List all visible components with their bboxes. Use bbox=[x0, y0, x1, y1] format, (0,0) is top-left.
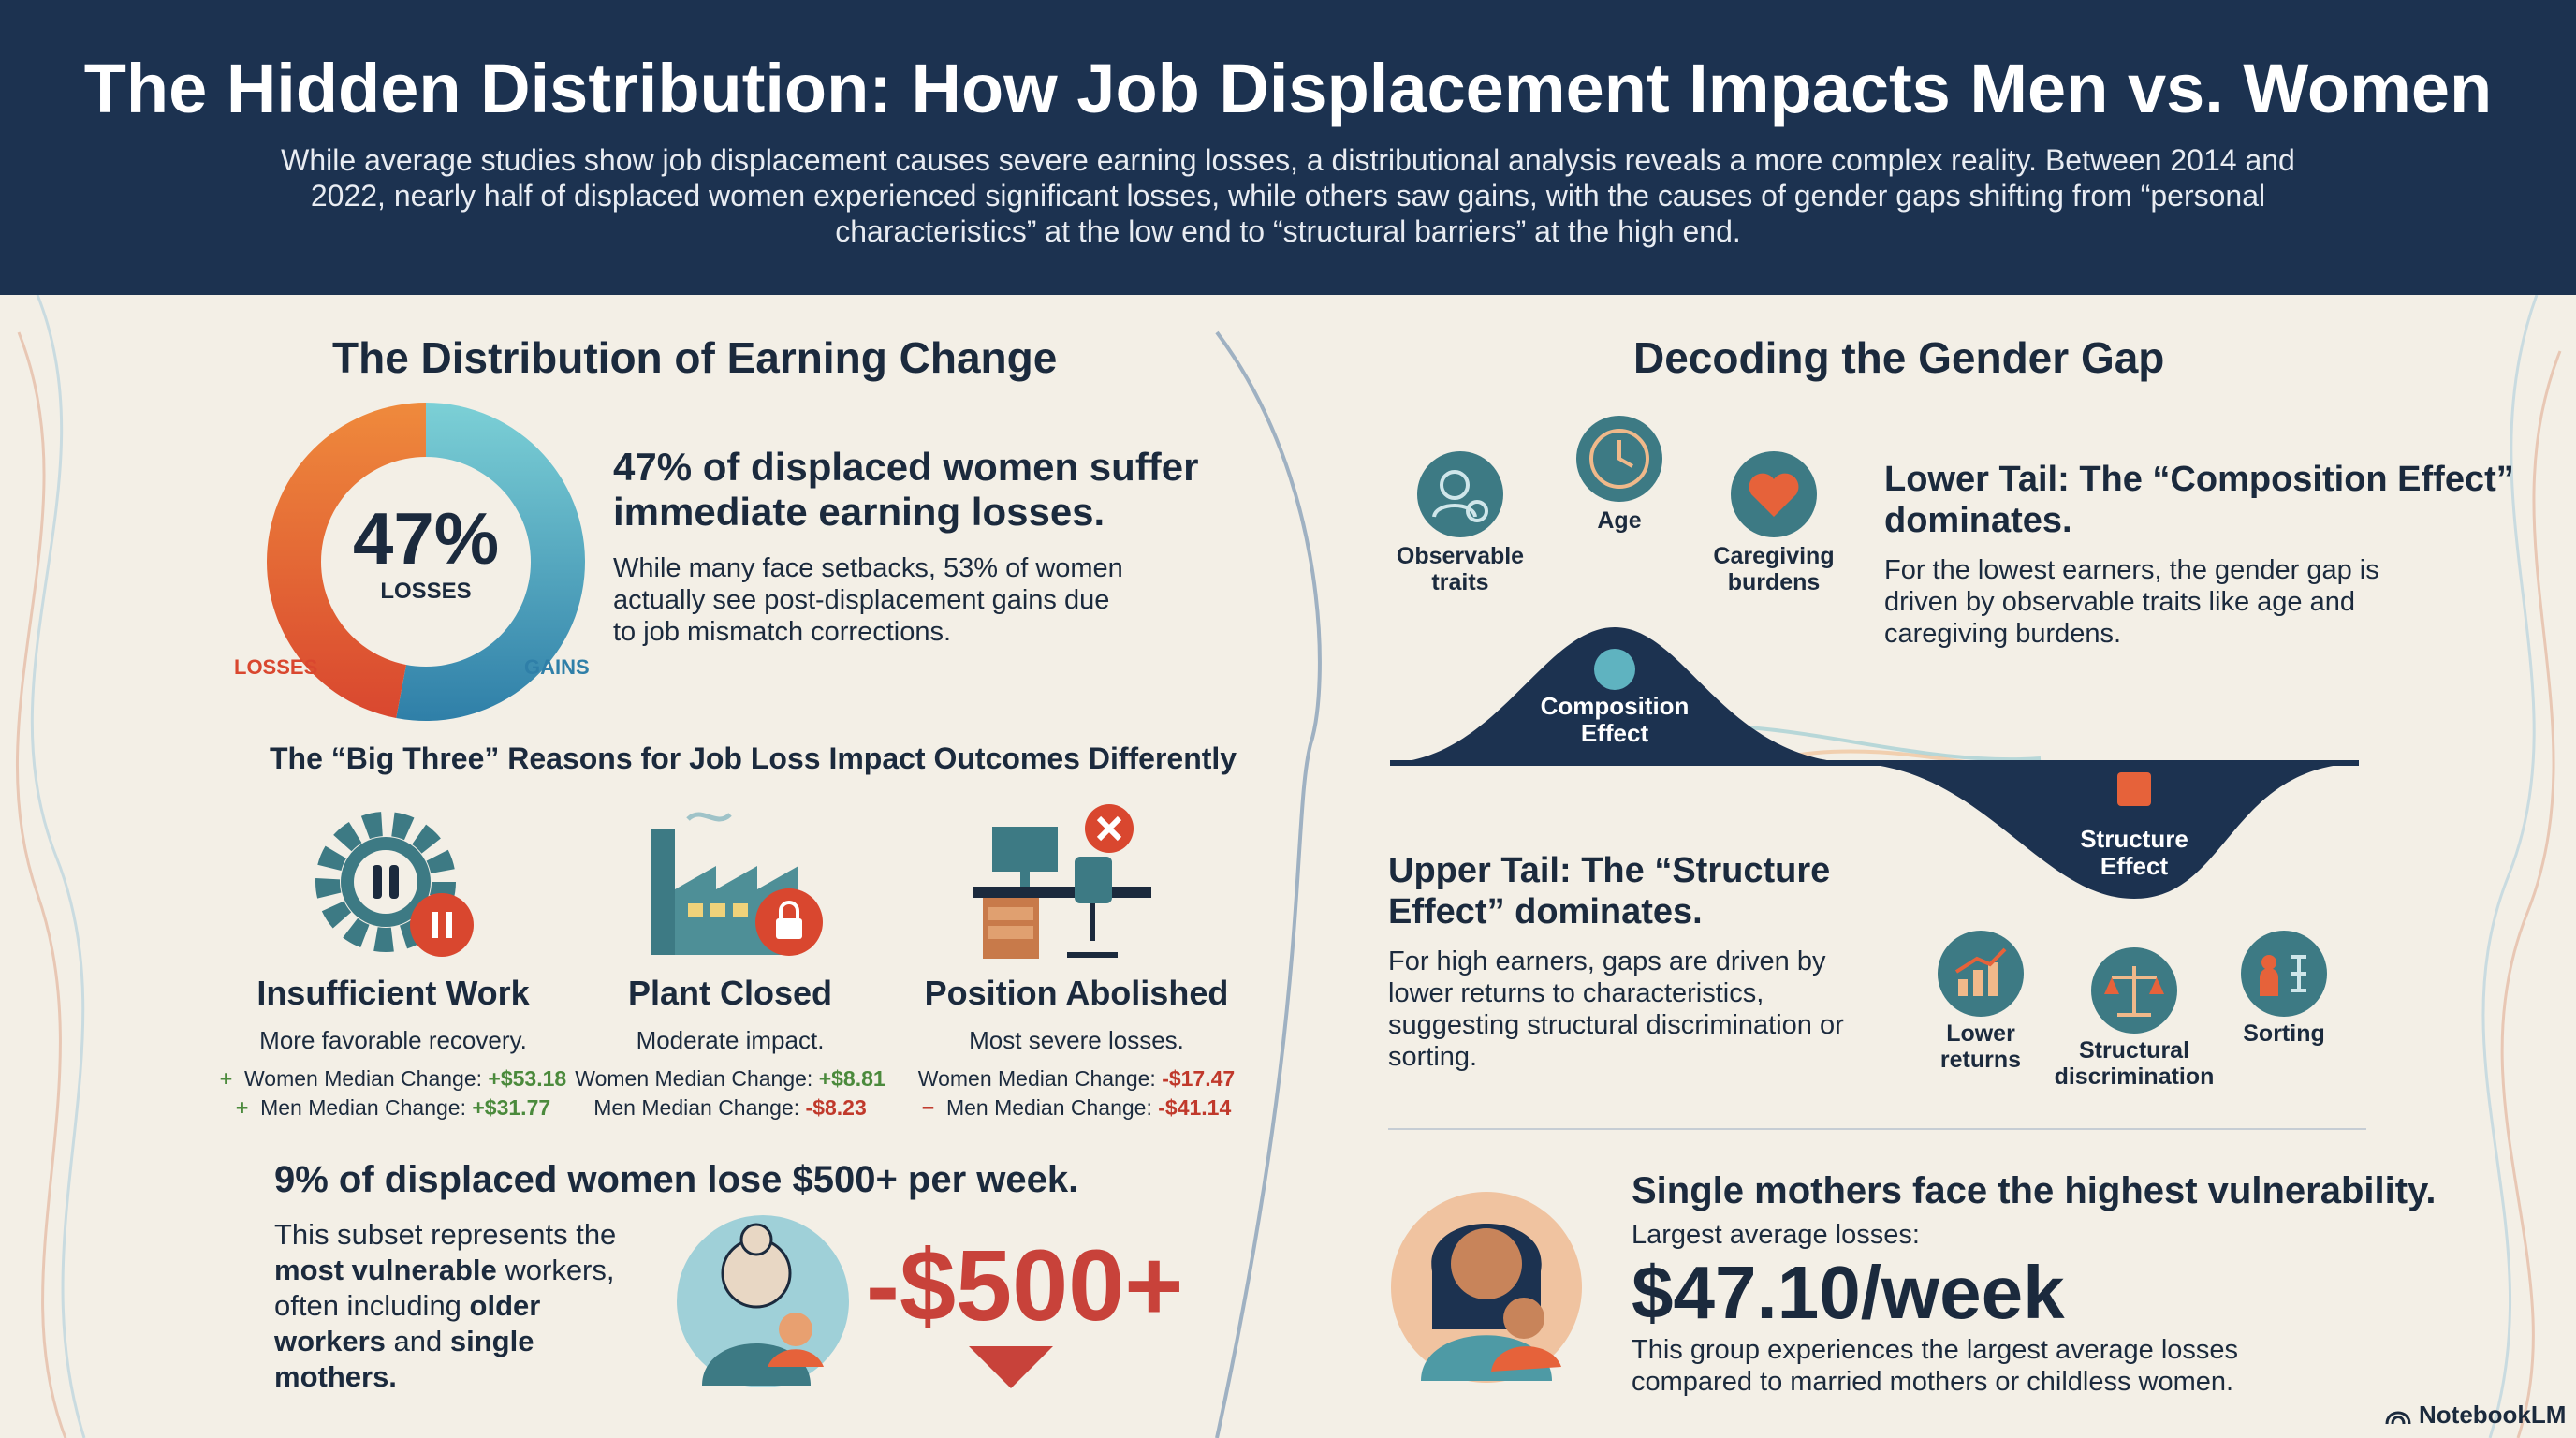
men-value: +$31.77 bbox=[472, 1095, 551, 1120]
gear-pause-icon bbox=[315, 812, 474, 957]
page-subtitle: While average studies show job displacem… bbox=[281, 143, 2295, 248]
losses-donut-chart bbox=[267, 403, 585, 721]
clock-icon bbox=[1576, 416, 1662, 502]
reason-insufficient-work: Insufficient Work More favorable recover… bbox=[197, 974, 590, 1123]
scales-icon bbox=[2091, 947, 2177, 1034]
bar-chart-icon bbox=[1938, 931, 2024, 1017]
horizontal-divider bbox=[1388, 1128, 2366, 1130]
vulnerable-text-part: This subset represents the bbox=[274, 1218, 617, 1251]
gender-gap-section-title: Decoding the Gender Gap bbox=[1633, 333, 2165, 382]
vulnerable-bold: older workers bbox=[274, 1289, 541, 1357]
reason-men-line: − Men Median Change: -$41.14 bbox=[899, 1093, 1254, 1123]
reason-plant-closed: Plant Closed Moderate impact. Women Medi… bbox=[552, 974, 908, 1123]
composition-effect-label: Composition Effect bbox=[1540, 692, 1690, 747]
upper-tail-text: For high earners, gaps are driven by low… bbox=[1388, 946, 1844, 1072]
reason-men-line: + Men Median Change: +$31.77 bbox=[197, 1093, 590, 1123]
big-loss-value: -$500+ bbox=[866, 1228, 1184, 1342]
reason-title: Plant Closed bbox=[627, 974, 833, 1012]
single-mothers-sub: Largest average losses: bbox=[1632, 1220, 1920, 1250]
structure-effect-label: Structure Effect bbox=[2080, 825, 2188, 880]
donut-losses-label: LOSSES bbox=[234, 655, 318, 679]
vulnerable-text-part: and bbox=[385, 1325, 450, 1357]
women-label: Women Median Change: bbox=[575, 1066, 813, 1091]
factory-lock-icon bbox=[651, 812, 823, 956]
men-value: -$8.23 bbox=[805, 1095, 867, 1120]
reason-desc: Most severe losses. bbox=[969, 1026, 1184, 1054]
vulnerable-bold: most vulnerable bbox=[274, 1254, 497, 1286]
notebooklm-logo-icon bbox=[2385, 1411, 2411, 1424]
men-label: Men Median Change: bbox=[593, 1095, 800, 1120]
older-woman-with-child-icon bbox=[677, 1215, 849, 1387]
distribution-section-title: The Distribution of Earning Change bbox=[332, 333, 1058, 382]
losses-headline: 47% of displaced women suffer immediate … bbox=[613, 445, 1199, 534]
single-mothers-value: $47.10/week bbox=[1632, 1251, 2065, 1334]
women-label: Women Median Change: bbox=[917, 1066, 1156, 1091]
reason-desc: More favorable recovery. bbox=[259, 1026, 527, 1054]
donut-center-value: 47% bbox=[352, 497, 500, 580]
page-title: The Hidden Distribution: How Job Displac… bbox=[83, 50, 2493, 127]
women-value: -$17.47 bbox=[1162, 1066, 1236, 1091]
icon-label-lower-returns: Lower returns bbox=[1939, 1020, 2022, 1073]
vulnerable-headline: 9% of displaced women lose $500+ per wee… bbox=[274, 1159, 1079, 1200]
heart-icon bbox=[1731, 451, 1817, 537]
lower-tail-text: For the lowest earners, the gender gap i… bbox=[1884, 555, 2379, 649]
women-value: +$8.81 bbox=[818, 1066, 886, 1091]
men-label: Men Median Change: bbox=[260, 1095, 466, 1120]
lower-tail-title: Lower Tail: The “Composition Effect” dom… bbox=[1884, 460, 2514, 540]
observable-traits-icon bbox=[1417, 451, 1503, 537]
icon-label-age: Age bbox=[1597, 507, 1642, 534]
background-waves bbox=[15, 295, 2562, 1438]
men-label: Men Median Change: bbox=[945, 1095, 1152, 1120]
reason-women-line: Women Median Change: +$8.81 bbox=[552, 1064, 908, 1093]
women-value: +$53.18 bbox=[488, 1066, 567, 1091]
vulnerable-bold: single mothers. bbox=[274, 1325, 534, 1393]
reason-title: Position Abolished bbox=[924, 974, 1229, 1012]
upper-tail-title: Upper Tail: The “Structure Effect” domin… bbox=[1388, 851, 1831, 932]
vulnerable-text-part: workers, often including bbox=[274, 1254, 615, 1322]
reason-title: Insufficient Work bbox=[256, 974, 530, 1012]
reason-women-line: Women Median Change: -$17.47 bbox=[899, 1064, 1254, 1093]
men-value: -$41.14 bbox=[1158, 1095, 1232, 1120]
reason-women-line: + Women Median Change: +$53.18 bbox=[197, 1064, 590, 1093]
distribution-curve bbox=[1390, 627, 2359, 899]
desk-x-icon bbox=[973, 804, 1151, 959]
vulnerable-text: This subset represents the most vulnerab… bbox=[274, 1217, 630, 1395]
plus-icon: + bbox=[235, 1095, 249, 1120]
icon-label-caregiving: Caregiving burdens bbox=[1713, 543, 1835, 595]
notebooklm-brand: NotebookLM bbox=[2385, 1401, 2566, 1430]
reason-position-abolished: Position Abolished Most severe losses. W… bbox=[899, 974, 1254, 1123]
single-mothers-title: Single mothers face the highest vulnerab… bbox=[1632, 1170, 2437, 1211]
down-arrow-icon bbox=[969, 1346, 1053, 1388]
single-mothers-text: This group experiences the largest avera… bbox=[1632, 1335, 2239, 1397]
reason-men-line: Men Median Change: -$8.23 bbox=[552, 1093, 908, 1123]
icon-label-structural-discrimination: Structural discrimination bbox=[2054, 1037, 2215, 1090]
donut-gains-label: GAINS bbox=[524, 655, 590, 679]
icon-label-observable-traits: Observable traits bbox=[1396, 543, 1525, 595]
donut-center-label: LOSSES bbox=[380, 579, 472, 604]
women-label: Women Median Change: bbox=[244, 1066, 483, 1091]
reason-desc: Moderate impact. bbox=[636, 1026, 825, 1054]
minus-icon: − bbox=[921, 1095, 935, 1120]
brand-label: NotebookLM bbox=[2419, 1401, 2567, 1429]
sorting-icon bbox=[2241, 931, 2327, 1017]
mother-with-child-icon bbox=[1391, 1192, 1582, 1383]
losses-text: While many face setbacks, 53% of women a… bbox=[613, 553, 1123, 647]
plus-icon: + bbox=[219, 1066, 233, 1091]
header-banner: The Hidden Distribution: How Job Displac… bbox=[0, 0, 2576, 295]
big-three-title: The “Big Three” Reasons for Job Loss Imp… bbox=[270, 741, 1237, 775]
icon-label-sorting: Sorting bbox=[2243, 1020, 2325, 1047]
